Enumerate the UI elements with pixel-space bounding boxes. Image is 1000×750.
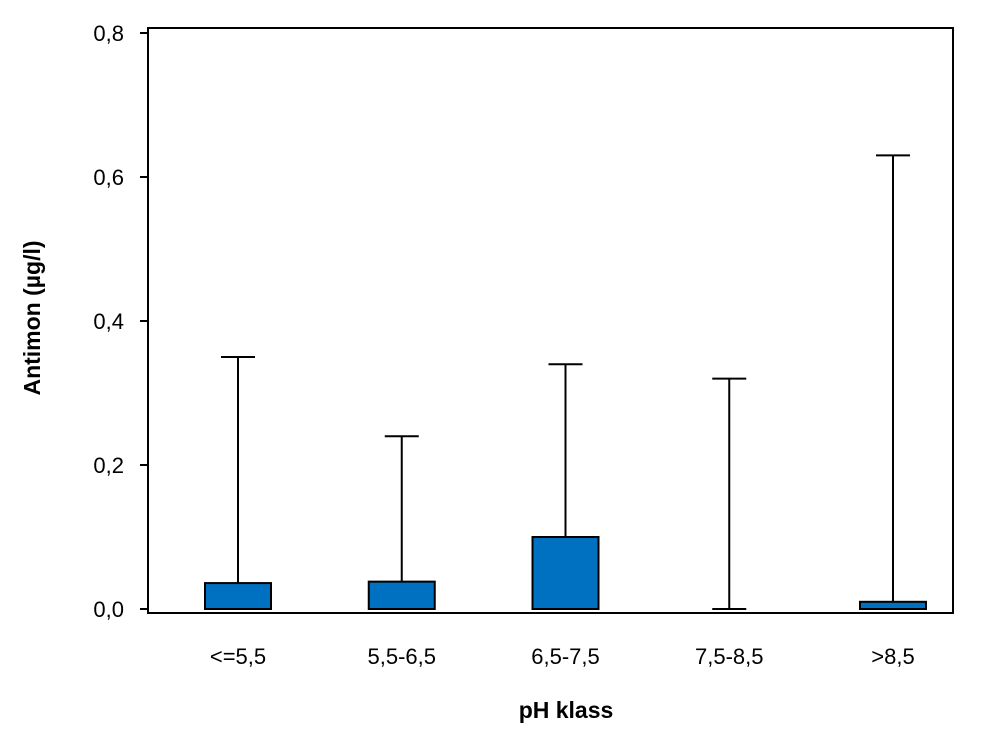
- box: [367, 580, 436, 611]
- y-tick-label: 0,8: [93, 21, 124, 46]
- x-tick-label: 5,5-6,5: [368, 644, 437, 669]
- y-tick-label: 0,4: [93, 309, 124, 334]
- x-axis: <=5,5 5,5-6,5 6,5-7,5 7,5-8,5 >8,5: [210, 644, 915, 669]
- box: [531, 536, 600, 610]
- box: [859, 600, 927, 610]
- x-axis-title: pH klass: [519, 697, 614, 723]
- x-tick-label: <=5,5: [210, 644, 266, 669]
- y-tick-label: 0,6: [93, 165, 124, 190]
- box: [204, 582, 272, 611]
- plot-frame: [147, 27, 954, 614]
- x-tick-label: 7,5-8,5: [695, 644, 764, 669]
- y-axis-title: Antimon (µg/l): [19, 240, 45, 395]
- y-tick-label: 0,0: [93, 597, 124, 622]
- x-tick-label: 6,5-7,5: [531, 644, 600, 669]
- y-tick-label: 0,2: [93, 453, 124, 478]
- box-series: [204, 154, 927, 611]
- y-axis: 0,0 0,2 0,4 0,6 0,8: [93, 21, 148, 622]
- x-tick-label: >8,5: [871, 644, 914, 669]
